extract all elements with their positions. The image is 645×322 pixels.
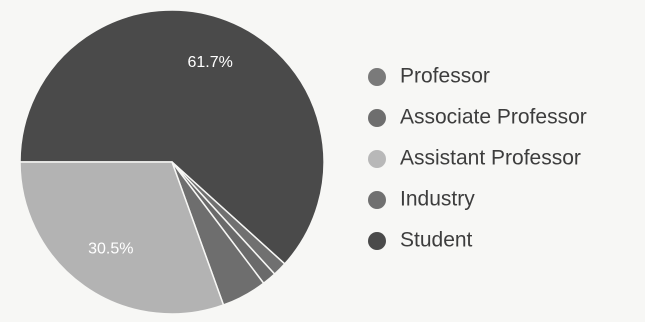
legend-item-professor: Professor xyxy=(368,65,490,88)
legend-swatch-associate-professor xyxy=(368,109,386,127)
legend-item-assistant-professor: Assistant Professor xyxy=(368,147,581,170)
legend-label-industry: Industry xyxy=(400,188,475,211)
legend-label-professor: Professor xyxy=(400,65,490,88)
legend-item-associate-professor: Associate Professor xyxy=(368,106,587,129)
pie-value-label-assistant-professor: 30.5% xyxy=(88,240,133,257)
pie-slice-assistant-professor xyxy=(19,161,225,315)
legend-item-student: Student xyxy=(368,229,473,252)
legend-swatch-professor xyxy=(368,68,386,86)
legend-label-associate-professor: Associate Professor xyxy=(400,106,587,129)
pie-value-label-student: 61.7% xyxy=(188,54,233,71)
legend-swatch-industry xyxy=(368,191,386,209)
pie-slices xyxy=(19,9,325,315)
legend-swatch-student xyxy=(368,232,386,250)
pie-value-labels: 61.7% 30.5% xyxy=(88,54,233,257)
legend: Professor Associate Professor Assistant Pr… xyxy=(368,65,587,252)
legend-label-student: Student xyxy=(400,229,473,252)
legend-label-assistant-professor: Assistant Professor xyxy=(400,147,581,170)
pie-slice-student xyxy=(19,9,325,266)
legend-item-industry: Industry xyxy=(368,188,475,211)
legend-swatch-assistant-professor xyxy=(368,150,386,168)
